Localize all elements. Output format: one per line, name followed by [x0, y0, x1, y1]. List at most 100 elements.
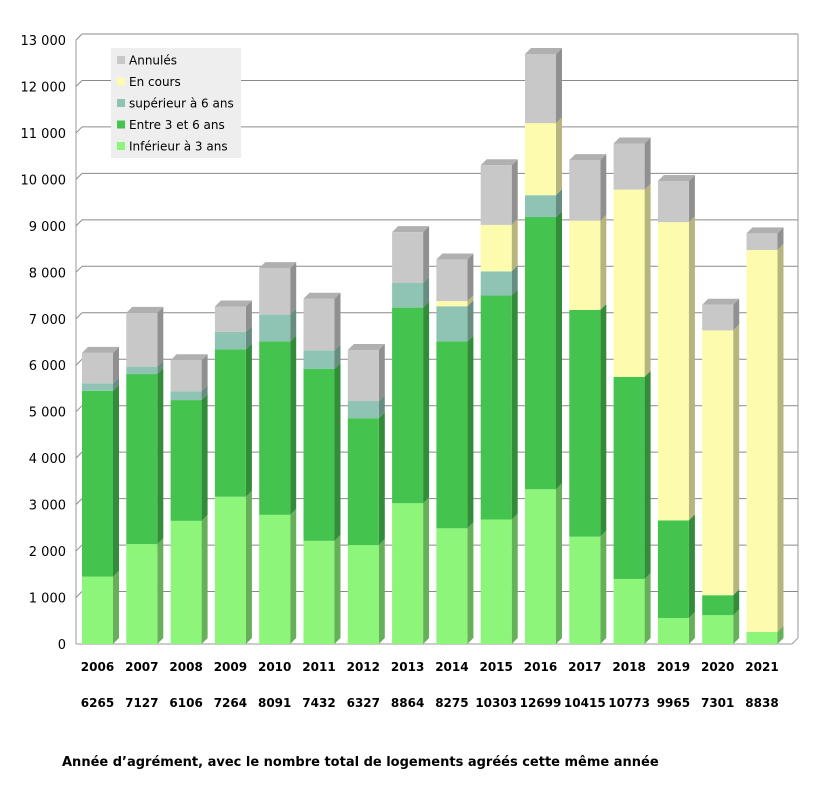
- bar-top-face: [613, 137, 651, 144]
- x-total-label: 7127: [125, 696, 158, 710]
- bar-segment-side: [467, 253, 474, 302]
- bar-segment: [170, 360, 202, 392]
- bar-stack-2013: [392, 226, 430, 644]
- bar-segment: [392, 232, 424, 283]
- x-total-label: 12699: [520, 696, 562, 710]
- x-total-label: 10415: [564, 696, 606, 710]
- bar-segment: [170, 400, 202, 521]
- bar-segment: [613, 189, 645, 377]
- y-tick-label: 8 000: [29, 266, 66, 281]
- bar-segment: [347, 401, 379, 419]
- bars: [82, 47, 784, 644]
- legend-label: supérieur à 6 ans: [129, 97, 234, 111]
- bar-segment-side: [245, 343, 252, 497]
- bar-segment: [569, 536, 601, 644]
- bar-segment: [525, 195, 556, 218]
- bar-segment: [347, 545, 379, 644]
- bar-segment: [214, 496, 246, 644]
- bar-segment: [525, 217, 556, 490]
- bar-segment-side: [157, 306, 164, 367]
- x-category-label: 2017: [568, 660, 601, 674]
- x-category-label: 2016: [524, 660, 557, 674]
- bar-top-face: [657, 175, 695, 182]
- bar-segment-side: [378, 344, 385, 402]
- bar-segment-side: [511, 265, 518, 296]
- y-tick-label: 6 000: [29, 359, 66, 374]
- bar-segment: [170, 391, 202, 401]
- bar-segment: [569, 220, 601, 310]
- x-axis-depth-line: [791, 637, 799, 645]
- bar-segment-side: [201, 394, 208, 521]
- bar-segment: [480, 165, 512, 225]
- bar-stack-2017: [569, 154, 607, 644]
- x-total-label: 6106: [169, 696, 202, 710]
- bar-top-face: [392, 226, 430, 233]
- bar-segment-side: [733, 609, 740, 644]
- bar-segment-side: [600, 303, 607, 537]
- gridline-depth: [75, 451, 83, 459]
- bar-segment: [436, 259, 468, 302]
- bar-segment: [303, 298, 335, 351]
- legend-box: [111, 48, 241, 158]
- bar-segment-side: [334, 362, 341, 541]
- x-total-label: 8864: [391, 696, 424, 710]
- bar-segment-side: [423, 276, 430, 308]
- x-category-label: 2013: [391, 660, 424, 674]
- x-category-label: 2021: [745, 660, 778, 674]
- x-category-label: 2011: [302, 660, 335, 674]
- bar-segment: [525, 489, 556, 644]
- bar-segment: [746, 250, 778, 632]
- bar-segment-side: [113, 384, 119, 577]
- y-tick-label: 0: [58, 638, 66, 653]
- bar-segment-side: [688, 611, 695, 644]
- bar-segment: [347, 418, 379, 546]
- bar-segment-side: [600, 154, 607, 221]
- bar-segment: [82, 390, 113, 577]
- bar-segment-side: [290, 308, 297, 342]
- bar-segment: [436, 306, 468, 342]
- bar-segment: [259, 341, 291, 515]
- bar-segment: [303, 368, 335, 541]
- legend-label: En cours: [129, 75, 181, 89]
- gridline-depth: [75, 591, 83, 598]
- bar-stack-2014: [436, 253, 474, 644]
- y-tick-label: 13 000: [21, 34, 67, 49]
- bar-stack-2006: [82, 346, 119, 644]
- x-total-label: 8275: [435, 696, 468, 710]
- bar-segment-side: [688, 175, 695, 223]
- bar-segment: [525, 123, 556, 196]
- bar-segment: [525, 53, 556, 124]
- bar-stack-2012: [347, 344, 385, 644]
- bar-segment: [436, 341, 468, 529]
- bar-top-face: [480, 159, 518, 166]
- bar-top-face: [82, 346, 119, 353]
- legend-swatch: [117, 99, 125, 107]
- bar-segment: [259, 314, 291, 342]
- bar-stack-2009: [214, 300, 252, 644]
- y-tick-label: 7 000: [29, 313, 66, 328]
- x-axis-total-labels: 6265 7127 6106 7264 8091 7432 6327 8864 8275 1030…: [81, 696, 779, 710]
- bar-stack-2011: [303, 292, 341, 644]
- x-category-label: 2012: [347, 660, 380, 674]
- legend-swatch: [117, 120, 125, 129]
- bar-segment-side: [777, 625, 784, 644]
- bar-segment-side: [688, 514, 695, 618]
- bar-segment-side: [290, 335, 297, 515]
- bar-segment-side: [644, 572, 651, 644]
- bar-segment-side: [511, 159, 518, 225]
- bar-segment-side: [201, 514, 208, 644]
- bar-segment-side: [245, 325, 252, 350]
- y-tick-label: 11 000: [21, 127, 67, 142]
- gridline-depth: [75, 498, 83, 505]
- bar-segment-side: [245, 300, 252, 332]
- bar-segment: [657, 181, 689, 223]
- bar-segment: [82, 576, 113, 644]
- bar-top-face: [702, 298, 740, 305]
- bar-segment: [82, 383, 113, 391]
- y-tick-label: 5 000: [29, 406, 66, 421]
- gridline-depth: [75, 312, 83, 320]
- bar-segment: [657, 520, 689, 618]
- bar-segment: [82, 352, 113, 384]
- x-category-label: 2010: [258, 660, 291, 674]
- bar-segment: [480, 295, 512, 520]
